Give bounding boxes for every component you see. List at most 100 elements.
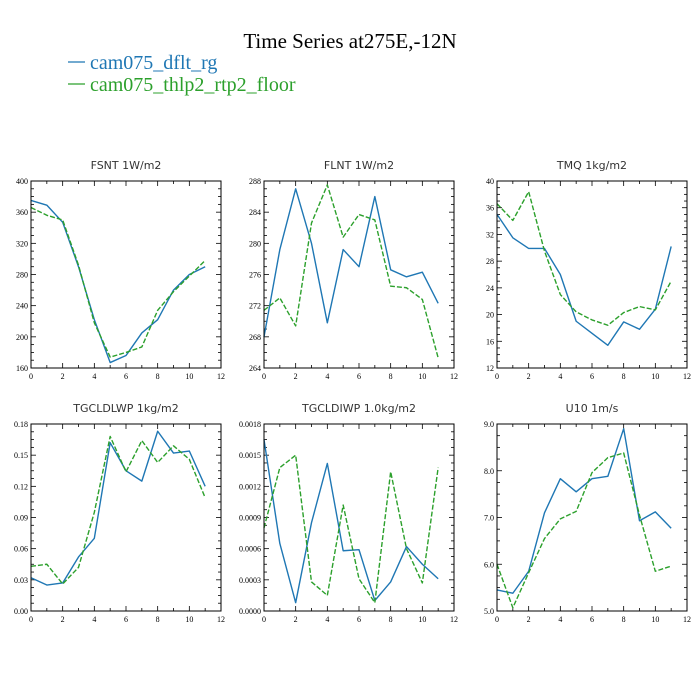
- x-tick-label: 10: [651, 615, 659, 624]
- chart-title-5: U10 1m/s: [566, 402, 619, 415]
- axes-frame-4: [263, 423, 455, 612]
- y-tick-label: 0.0000: [239, 607, 261, 616]
- y-tick-label: 272: [249, 302, 261, 311]
- series-line-2-0: [496, 213, 672, 346]
- x-tick-label: 12: [217, 372, 225, 381]
- x-tick-label: 12: [683, 372, 691, 381]
- series-line-1-0: [263, 188, 439, 337]
- x-tick-label: 0: [495, 615, 499, 624]
- y-tick-label: 20: [486, 311, 494, 320]
- x-tick-label: 0: [29, 372, 33, 381]
- chart-panel-1: FLNT 1W/m2 0 2 4 6 8 10 12 264 268 272 276 280 284 288: [249, 159, 458, 381]
- y-tick-label: 280: [249, 239, 261, 248]
- chart-panel-3: TGCLDLWP 1kg/m2 0 2 4 6 8 10 12 0.00 0.03 0.06 0.09…: [14, 402, 225, 624]
- x-tick-label: 10: [651, 372, 659, 381]
- x-tick-label: 2: [294, 372, 298, 381]
- y-tick-label: 320: [16, 239, 28, 248]
- y-tick-label: 276: [249, 271, 261, 280]
- chart-title-4: TGCLDIWP 1.0kg/m2: [301, 402, 416, 415]
- y-tick-label: 28: [486, 257, 494, 266]
- x-tick-label: 8: [622, 372, 626, 381]
- chart-panel-0: FSNT 1W/m2 0 2 4 6 8 10 12 160 200 240 280 320 360 400: [16, 159, 225, 381]
- y-tick-label: 12: [486, 364, 494, 373]
- x-tick-label: 12: [217, 615, 225, 624]
- axes-frame-3: [30, 423, 222, 612]
- x-tick-label: 2: [61, 372, 65, 381]
- x-tick-label: 2: [294, 615, 298, 624]
- x-tick-label: 12: [450, 615, 458, 624]
- x-tick-label: 8: [389, 372, 393, 381]
- chart-panel-4: TGCLDIWP 1.0kg/m2 0 2 4 6 8 10 12 0.0000 0.0003 0.…: [239, 402, 458, 624]
- axes-frame-0: [30, 180, 222, 369]
- axes-frame-5: [496, 423, 688, 612]
- y-tick-label: 40: [486, 177, 494, 186]
- y-tick-label: 0.15: [14, 451, 28, 460]
- x-tick-label: 10: [418, 615, 426, 624]
- y-tick-label: 0.0006: [239, 545, 261, 554]
- x-tick-label: 2: [527, 615, 531, 624]
- y-tick-label: 360: [16, 208, 28, 217]
- x-tick-label: 8: [622, 615, 626, 624]
- x-tick-label: 2: [61, 615, 65, 624]
- x-tick-label: 2: [527, 372, 531, 381]
- x-tick-label: 10: [418, 372, 426, 381]
- x-tick-label: 4: [92, 615, 96, 624]
- series-line-5-1: [496, 452, 672, 609]
- x-tick-label: 4: [92, 372, 96, 381]
- x-tick-label: 0: [262, 372, 266, 381]
- chart-title-1: FLNT 1W/m2: [324, 159, 394, 172]
- series-line-0-1: [30, 206, 206, 358]
- y-tick-label: 16: [486, 337, 494, 346]
- series-line-4-0: [263, 439, 439, 604]
- x-tick-label: 6: [124, 615, 128, 624]
- x-tick-label: 0: [495, 372, 499, 381]
- y-tick-label: 0.0003: [239, 576, 261, 585]
- series-line-3-1: [30, 435, 206, 585]
- y-tick-label: 24: [486, 284, 494, 293]
- x-tick-label: 10: [185, 372, 193, 381]
- series-line-1-1: [263, 184, 439, 359]
- y-tick-label: 0.0012: [239, 482, 261, 491]
- y-tick-label: 280: [16, 271, 28, 280]
- axes-frame-2: [496, 180, 688, 369]
- x-tick-label: 6: [590, 615, 594, 624]
- x-tick-label: 6: [590, 372, 594, 381]
- y-tick-label: 7.0: [484, 514, 494, 523]
- y-tick-label: 240: [16, 302, 28, 311]
- y-tick-label: 288: [249, 177, 261, 186]
- y-tick-label: 0.0018: [239, 420, 261, 429]
- legend: cam075_dflt_rg cam075_thlp2_rtp2_floor: [68, 52, 296, 96]
- y-tick-label: 5.0: [484, 607, 494, 616]
- x-tick-label: 8: [156, 615, 160, 624]
- x-tick-label: 6: [124, 372, 128, 381]
- y-tick-label: 0.18: [14, 420, 28, 429]
- y-tick-label: 268: [249, 333, 261, 342]
- y-tick-label: 0.12: [14, 482, 28, 491]
- x-tick-label: 12: [683, 615, 691, 624]
- chart-panel-5: U10 1m/s 0 2 4 6 8 10 12 5.0 6.0 7.0 8.0 9.0: [484, 402, 691, 624]
- x-tick-label: 4: [325, 372, 329, 381]
- figure-title: Time Series at275E,-12N: [243, 29, 456, 53]
- y-tick-label: 0.0015: [239, 451, 261, 460]
- x-tick-label: 12: [450, 372, 458, 381]
- x-tick-label: 6: [357, 615, 361, 624]
- x-tick-label: 6: [357, 372, 361, 381]
- legend-label-0: cam075_dflt_rg: [90, 52, 217, 74]
- series-line-2-1: [496, 190, 672, 326]
- chart-title-2: TMQ 1kg/m2: [556, 159, 627, 172]
- x-tick-label: 10: [185, 615, 193, 624]
- x-tick-label: 4: [558, 615, 562, 624]
- y-tick-label: 160: [16, 364, 28, 373]
- y-tick-label: 0.06: [14, 545, 28, 554]
- series-line-3-0: [30, 430, 206, 586]
- y-tick-label: 0.03: [14, 576, 28, 585]
- series-line-5-0: [496, 427, 672, 594]
- y-tick-label: 284: [249, 208, 261, 217]
- series-line-4-1: [263, 454, 439, 604]
- y-tick-label: 9.0: [484, 420, 494, 429]
- x-tick-label: 4: [325, 615, 329, 624]
- y-tick-label: 36: [486, 204, 494, 213]
- x-tick-label: 8: [389, 615, 393, 624]
